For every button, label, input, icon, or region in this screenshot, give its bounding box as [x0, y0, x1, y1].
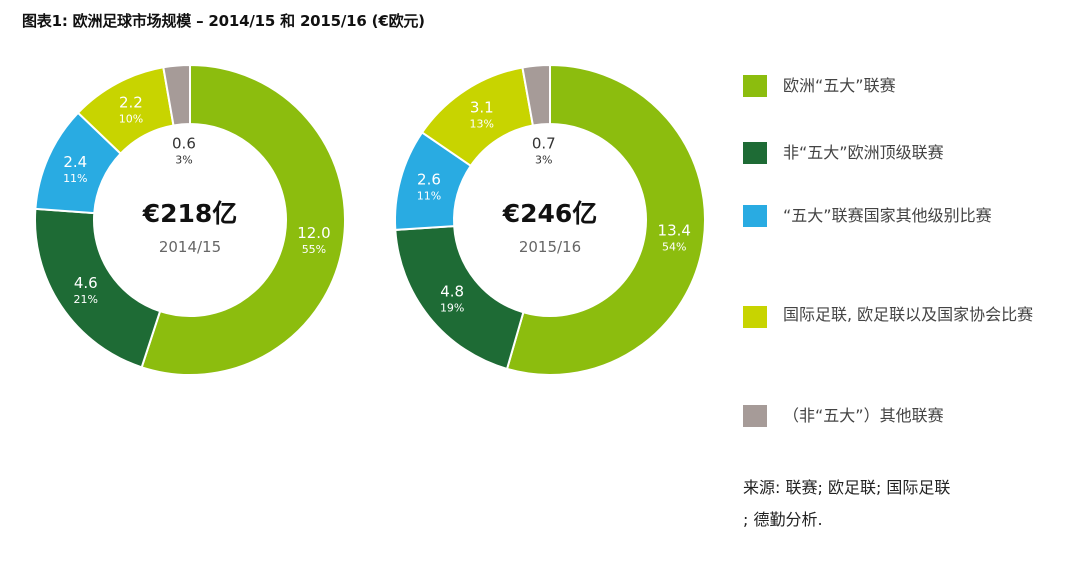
slice-percent-label-international: 13%	[470, 118, 494, 131]
slice-value-label-other-tiers: 2.6	[417, 171, 441, 189]
legend-label-international: 国际足联, 欧足联以及国家协会比赛	[783, 305, 1034, 324]
donut-chart-2014-15: 12.055% 4.621% 2.411% 2.210% 0.63% €218亿 2014/…	[34, 63, 346, 376]
legend-swatch-other	[743, 405, 767, 427]
chart-title: 图表1: 欧洲足球市场规模 – 2014/15 和 2015/16 (€欧元)	[22, 12, 425, 30]
legend-label-non-big5: 非“五大”欧洲顶级联赛	[783, 143, 944, 162]
donut-chart-2015-16: 13.454% 4.819% 2.611% 3.113% 0.73% €246亿 2015/…	[394, 63, 706, 376]
legend-label-big5: 欧洲“五大”联赛	[783, 76, 896, 95]
donut-center-total: €246亿	[502, 199, 598, 228]
source-note: 来源: 联赛; 欧足联; 国际足联 ; 德勤分析.	[743, 472, 1043, 536]
slice-percent-label-big5: 55%	[302, 243, 326, 256]
slice-value-label-non-big5: 4.6	[74, 274, 98, 292]
source-line-1: 来源: 联赛; 欧足联; 国际足联	[743, 478, 951, 497]
donut-slice-big5	[140, 63, 346, 376]
slice-percent-label-big5: 54%	[662, 241, 686, 254]
legend-swatch-international	[743, 306, 767, 328]
donut-slice-other	[521, 63, 551, 127]
slice-value-label-international: 2.2	[119, 93, 143, 111]
slice-value-label-international: 3.1	[470, 99, 494, 117]
slice-percent-label-other: 3%	[175, 153, 192, 166]
donut-center-total: €218亿	[142, 199, 238, 228]
slice-percent-label-other: 3%	[535, 153, 552, 166]
legend-swatch-big5	[743, 75, 767, 97]
donut-slice-other	[162, 63, 191, 127]
legend-label-other: （非“五大”）其他联赛	[783, 406, 944, 425]
slice-percent-label-other-tiers: 11%	[417, 190, 441, 203]
slice-percent-label-non-big5: 19%	[440, 302, 464, 315]
slice-percent-label-other-tiers: 11%	[63, 172, 87, 185]
slice-percent-label-international: 10%	[119, 112, 143, 125]
slice-value-label-big5: 13.4	[658, 222, 691, 240]
slice-percent-label-non-big5: 21%	[74, 293, 98, 306]
source-line-2: ; 德勤分析.	[743, 510, 823, 529]
slice-value-label-other-tiers: 2.4	[63, 153, 87, 171]
donut-center-period: 2015/16	[519, 238, 581, 256]
legend-label-other-tiers: “五大”联赛国家其他级别比赛	[783, 206, 992, 225]
slice-value-label-other: 0.7	[532, 134, 556, 152]
legend-swatch-other-tiers	[743, 205, 767, 227]
slice-value-label-non-big5: 4.8	[440, 283, 464, 301]
slice-value-label-other: 0.6	[172, 134, 196, 152]
donut-slice-big5	[505, 63, 706, 376]
legend-swatch-non-big5	[743, 142, 767, 164]
donut-center-period: 2014/15	[159, 238, 221, 256]
slice-value-label-big5: 12.0	[297, 224, 330, 242]
